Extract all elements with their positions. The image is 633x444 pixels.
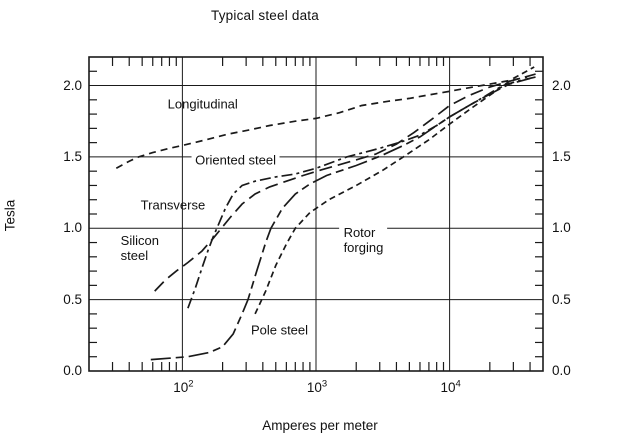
curve-label-oriented-steel: Oriented steel	[191, 152, 281, 168]
curve-label-transverse: Transverse	[140, 197, 206, 213]
curve-label-pole-steel: Pole steel	[250, 322, 309, 338]
curve-longitudinal	[115, 76, 528, 170]
curve-label-longitudinal: Longitudinal	[167, 96, 238, 112]
y-tick-label-right-1.0: 1.0	[552, 220, 571, 236]
y-tick-label-left-1.0: 1.0	[63, 220, 82, 236]
x-axis-title: Amperes per meter	[262, 418, 378, 433]
curve-label-silicon-steel: Silicon steel	[120, 233, 159, 264]
y-tick-label-right-0.5: 0.5	[552, 291, 571, 307]
y-tick-label-left-0.0: 0.0	[63, 363, 82, 378]
x-tick-label-100: 102	[173, 378, 194, 395]
curve-rotor-forging	[254, 66, 535, 315]
curve-label-rotor-forging: Rotor forging	[339, 224, 388, 255]
y-tick-label-left-1.5: 1.5	[63, 148, 82, 164]
x-tick-label-10000: 104	[440, 378, 461, 395]
y-tick-label-right-1.5: 1.5	[552, 148, 571, 164]
y-tick-label-right-2.0: 2.0	[552, 77, 571, 93]
curve-silicon-steel	[154, 73, 536, 292]
y-tick-label-left-0.5: 0.5	[63, 291, 82, 307]
curve-transverse	[187, 76, 536, 309]
x-tick-label-1000: 103	[306, 378, 328, 395]
plot-border	[88, 56, 544, 372]
chart-title: Typical steel data	[211, 8, 319, 23]
y-tick-label-left-2.0: 2.0	[63, 77, 82, 93]
curve-pole-steel	[150, 77, 531, 361]
y-tick-label-right-0.0: 0.0	[552, 363, 571, 378]
